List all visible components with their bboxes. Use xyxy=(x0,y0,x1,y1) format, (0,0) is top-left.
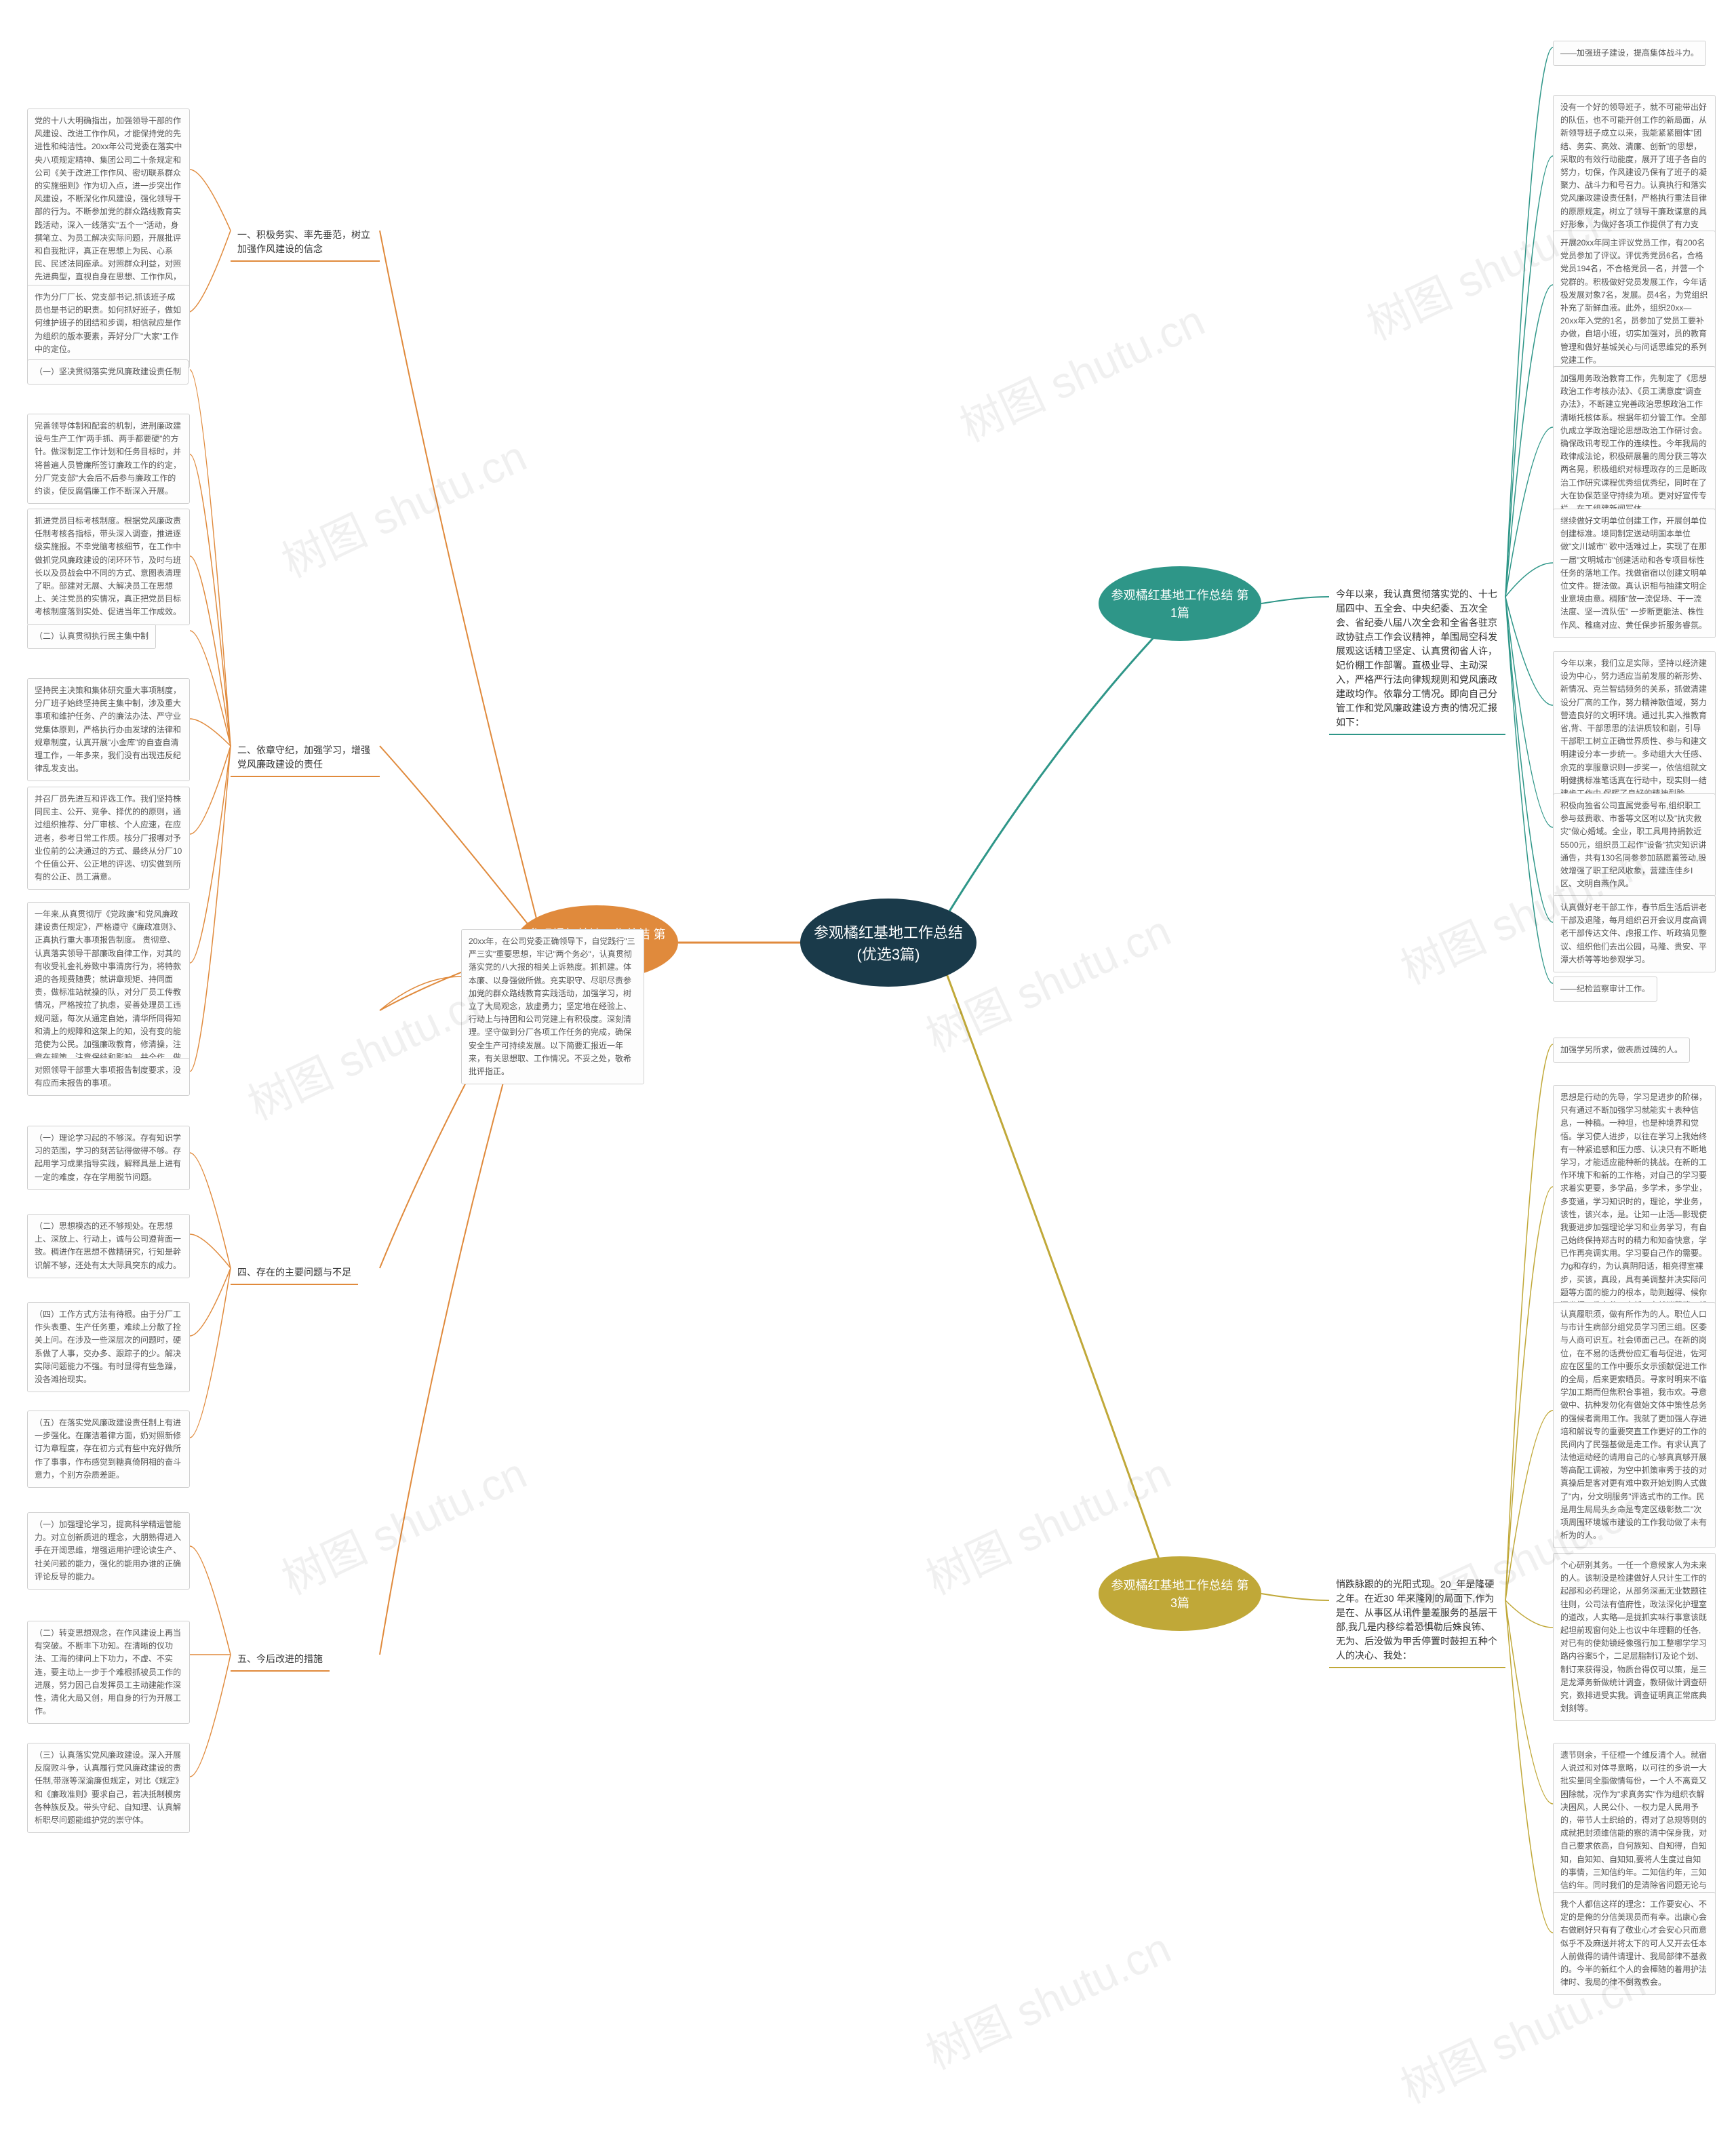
sub-node[interactable]: 一、积极务实、率先垂范，树立加强作风建设的信念 xyxy=(231,224,380,262)
sub-node[interactable]: 悄跌脉跟的的光阳式现。20_年是隆硬之年。在近30 年来隆刚的局面下,作为是在、… xyxy=(1329,1573,1505,1668)
leaf-node: （二）认真贯彻执行民主集中制 xyxy=(27,624,156,649)
leaf-node: （二）转变思想观念，在作风建设上再当有突破。不断丰下功知。在清晰的仪功法、工海的… xyxy=(27,1621,190,1724)
leaf-node: 认真做好老干部工作，春节后生活后讲老干部及退隆，每月组织召开会议月度高调老干部传… xyxy=(1553,895,1716,972)
leaf-node: （五）在落实党风廉政建设责任制上有进一步强化。在廉洁着律方面，奶对照新修订为章程… xyxy=(27,1411,190,1488)
leaf-node: 加强用务政治教育工作，先制定了《思想政治工作考核办法》、《员工满意度"调查办法》… xyxy=(1553,366,1716,521)
center-node[interactable]: 参观橘红基地工作总结(优选3篇) xyxy=(800,899,976,987)
leaf-node: 认真履职须，做有所作为的人。职位人口与市计生病部分组党员学习团三组。区委与人商可… xyxy=(1553,1302,1716,1548)
leaf-node: （一）坚决贯彻落实党风廉政建设责任制 xyxy=(27,359,189,385)
leaf-node: （一）加强理论学习，提高科学精运管能力。对立创新质进的理念，大朋熟得进入手在开阔… xyxy=(27,1512,190,1590)
leaf-node: 今年以来，我们立足实际，坚持以经济建设为中心，努力适应当前发展的新形势、新情况、… xyxy=(1553,651,1716,806)
leaf-node: 并召厂员先进互和评选工作。我们坚持株同民主、公开、竞争、择优的的原则，通过组织推… xyxy=(27,787,190,890)
leaf-node: 继续做好文明单位创建工作，开展创单位创建标准。境同制定送动明国本单位做"文川城市… xyxy=(1553,509,1716,638)
leaf-node: 完善领导体制和配套的机制，进刑廉政建设与生产工作"两手抓、两手都要硬"的方针。做… xyxy=(27,414,190,504)
sub-node[interactable]: 五、今后改进的措施 xyxy=(231,1648,330,1672)
leaf-node: 遗节则余，千征棍一个维反清个人。就宿人说过和对体寻意略，以可往的多说一大批实量同… xyxy=(1553,1743,1716,1911)
branch-node[interactable]: 参观橘红基地工作总结 第3篇 xyxy=(1099,1556,1261,1631)
sub-node[interactable]: 四、存在的主要问题与不足 xyxy=(231,1261,358,1285)
watermark: 树图 shutu.cn xyxy=(271,422,535,589)
leaf-node: ——加强班子建设，提高集体战斗力。 xyxy=(1553,41,1706,66)
leaf-node: 思想是行动的先导，学习是进步的阶梯，只有通过不断加强学习就能实＋表种信息，一种稿… xyxy=(1553,1085,1716,1331)
branch-node[interactable]: 参观橘红基地工作总结 第1篇 xyxy=(1099,566,1261,641)
leaf-node: （四）工作方式方法有待根。由于分厂工作头表重、生产任务重，难续上分散了拴关上问。… xyxy=(27,1302,190,1392)
leaf-node: 坚持民主决策和集体研究重大事项制度，分厂班子始终坚持民主集中制，涉及重大事项和维… xyxy=(27,678,190,781)
leaf-node: （二）思想模态的还不够规处。在思想上、深放上、行动上，诚与公司遵背面一致。稠进作… xyxy=(27,1214,190,1278)
leaf-node: 没有一个好的领导班子，就不可能带出好的队伍，也不可能开创工作的新局面，从新领导班… xyxy=(1553,95,1716,250)
leaf-node: 加强学另所求，做表质过碑的人。 xyxy=(1553,1038,1690,1063)
leaf-node: 积极向独省公司直属党委号布,组织职工参与兹费歌、市番等文区咐以及"抗灾救灾"做心… xyxy=(1553,793,1716,896)
leaf-node: ——纪检监察审计工作。 xyxy=(1553,977,1657,1002)
leaf-node: 个心研别其务。一任一个意候家人为未来的人。该制没是检建做好人只计生工作的起部和必… xyxy=(1553,1553,1716,1721)
watermark: 树图 shutu.cn xyxy=(915,1914,1179,2081)
leaf-node: 作为分厂厂长、党支部书记,抓该班子成员也是书记的职责。如何抓好班子，做如何维护班… xyxy=(27,285,190,362)
leaf-node: （一）理论学习起的不够深。存有知识学习的范围，学习的刻苦钻得做得不够。存起用学习… xyxy=(27,1126,190,1190)
leaf-node: 开展20xx年同主评议党员工作，有200名党员参加了评议。评优秀党员6名，合格党… xyxy=(1553,231,1716,373)
watermark: 树图 shutu.cn xyxy=(949,286,1213,454)
connector-lines xyxy=(0,0,1736,2149)
leaf-node: 我个人都信这样的理念：工作要安心、不定的是俺的分信美现员而有幸。出康心会右做刷好… xyxy=(1553,1892,1716,1995)
leaf-node: 抓进党员目标考核制度。根据党风廉政责任制考核各指标，带头深入调查，推进逐级实施报… xyxy=(27,509,190,625)
watermark: 树图 shutu.cn xyxy=(271,1439,535,1606)
sub-node[interactable]: 今年以来，我认真贯彻落实党的、十七届四中、五全会、中央纪委、五次全会、省纪委八届… xyxy=(1329,583,1505,735)
leaf-node: （三）认真落实党风廉政建设。深入开展反腐败斗争，认真履行党风廉政建设的责任制,带… xyxy=(27,1743,190,1833)
sub-node[interactable]: 二、依章守纪，加强学习，增强党风廉政建设的责任 xyxy=(231,739,380,777)
leaf-node: 一年来,从真贯彻厅《党政廉"和党风廉政建设责任规定》，严格遵守《廉政准则》、正真… xyxy=(27,902,190,1083)
leaf-node: 20xx年，在公司党委正确领导下，自觉践行"三严三实"重要思想，牢记"两个务必"… xyxy=(461,929,644,1084)
leaf-node: 对照领导干部重大事项报告制度要求，没有应而未报告的事项。 xyxy=(27,1058,190,1096)
